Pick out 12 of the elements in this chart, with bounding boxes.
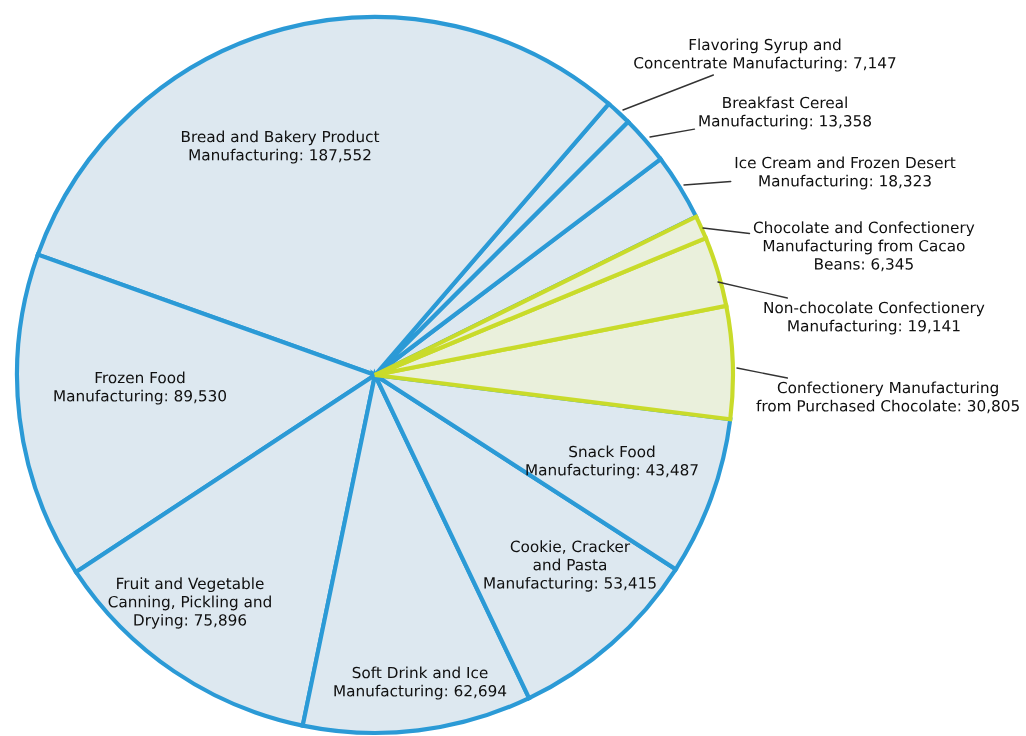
slice-label: Ice Cream and Frozen Desert Manufacturing: 18,323 bbox=[735, 156, 956, 190]
slice-label: Cookie, Cracker and Pasta Manufacturing: 53,415 bbox=[484, 540, 656, 592]
slice-label: Frozen Food Manufacturing: 89,530 bbox=[54, 371, 227, 405]
slice-label: Snack Food Manufacturing: 43,487 bbox=[526, 445, 698, 479]
slice-label: Fruit and Vegetable Canning, Pickling and Drying: 75,896 bbox=[108, 577, 271, 629]
slice-label: Chocolate and Confectionery Manufacturing from Cacao Beans: 6,345 bbox=[753, 221, 975, 272]
slice-label: Soft Drink and Ice Manufacturing: 62,694 bbox=[334, 666, 507, 700]
slice-label: Non-chocolate Confectionery Manufacturing: 19,141 bbox=[764, 301, 985, 335]
slice-label: Bread and Bakery Product Manufacturing: 187,552 bbox=[181, 130, 380, 164]
slice-label: Breakfast Cereal Manufacturing: 13,358 bbox=[699, 96, 871, 130]
slice-label: Confectionery Manufacturing from Purchased Chocolate: 30,805 bbox=[756, 381, 1019, 414]
slice-label: Flavoring Syrup and Concentrate Manufacturing: 7,147 bbox=[634, 38, 896, 72]
